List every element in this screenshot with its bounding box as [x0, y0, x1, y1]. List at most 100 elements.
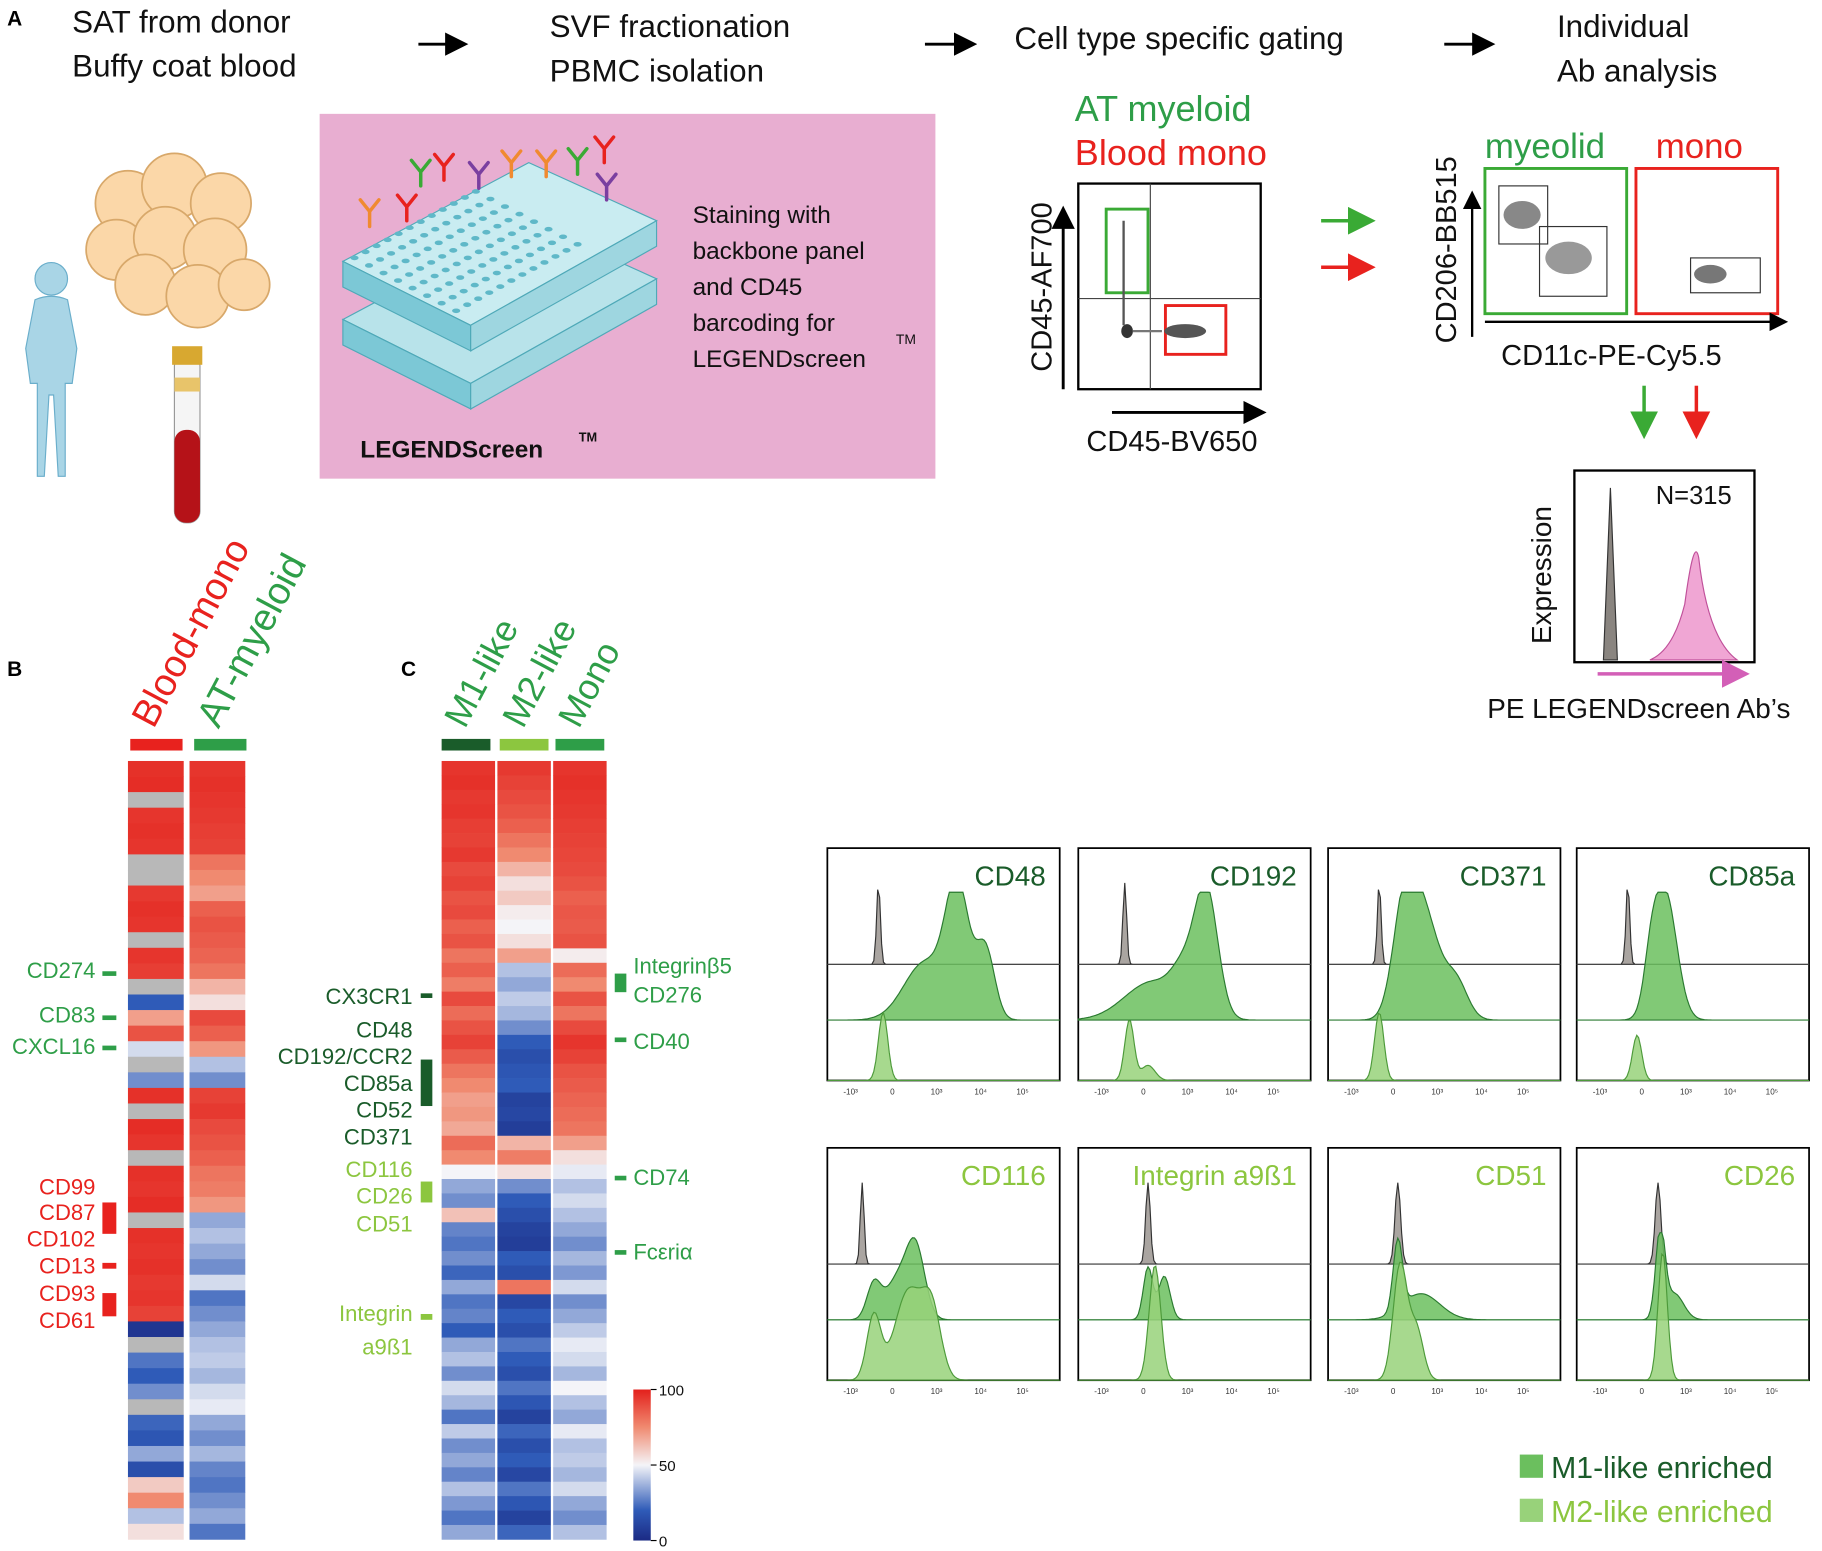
heatmap-cell [189, 1212, 246, 1229]
marker-label: Fcεriα [633, 1239, 693, 1264]
heatmap-cell [497, 1481, 551, 1497]
well [379, 270, 388, 276]
column-bar [130, 738, 183, 751]
well [434, 287, 443, 292]
histogram-curve [1328, 1236, 1561, 1321]
antibodies [358, 135, 618, 229]
heatmap-cell [189, 1119, 246, 1135]
axis-tick-label: 0 [1141, 1387, 1146, 1396]
heatmap-cell [553, 890, 607, 906]
axis-tick-label: 0 [1640, 1387, 1645, 1396]
histogram-curve [827, 891, 1060, 1021]
heatmap-cell [553, 1193, 607, 1209]
heatmap-cell [497, 919, 551, 935]
step-label: Buffy coat blood [72, 49, 296, 84]
panel-title: CD371 [1460, 860, 1547, 891]
heatmap-cell [553, 789, 607, 805]
well [478, 216, 487, 221]
well [503, 264, 512, 270]
heatmap-cell [127, 1492, 184, 1509]
heatmap-cell [127, 963, 184, 980]
axis-tick-label: 10⁵ [1016, 1087, 1028, 1096]
label-tick [420, 1313, 433, 1320]
heatmap-cell [189, 1352, 246, 1369]
axis-tick-label: -10³ [1094, 1087, 1109, 1096]
gate-label: mono [1656, 127, 1743, 166]
heatmap-cell [497, 789, 551, 805]
well [470, 282, 479, 288]
staining-text: barcoding for [693, 310, 835, 337]
staining-text: LEGENDscreen [693, 346, 866, 373]
heatmap-cell [497, 1078, 551, 1093]
heatmap-cell [553, 1265, 607, 1281]
heatmap-cell [189, 854, 246, 871]
axis-tick-label: 10⁴ [1225, 1387, 1238, 1396]
axis-label: PE LEGENDscreen Ab’s [1487, 693, 1790, 724]
heatmap-cell [497, 1121, 551, 1137]
gate [1483, 167, 1629, 316]
axis-tick-label: 0 [1391, 1087, 1396, 1096]
label-tick [102, 1045, 117, 1051]
heatmap-cell [127, 1103, 184, 1120]
heatmap-cell [127, 1243, 184, 1260]
heatmap-cell [189, 1414, 246, 1431]
heatmap-cell [189, 1056, 246, 1073]
heatmap-cell [553, 1006, 607, 1021]
heatmap-cell [553, 775, 607, 791]
heatmap-cell [189, 807, 246, 824]
heatmap-cell [189, 901, 246, 918]
well [430, 273, 439, 279]
well [573, 242, 582, 247]
adipocytes [85, 152, 271, 329]
heatmap-cell [497, 833, 551, 848]
heatmap-cell [553, 1510, 607, 1526]
marker-label: CD93 [39, 1281, 95, 1306]
legend-label: M1-like enriched [1551, 1452, 1772, 1485]
heatmap-cell [441, 833, 496, 848]
heatmap-cell [189, 1368, 246, 1385]
heatmap-cell [497, 1150, 551, 1165]
axis-tick-label: 10⁴ [1724, 1087, 1737, 1096]
heatmap-cell [441, 847, 496, 863]
heatmap-cell [441, 1006, 496, 1021]
heatmap-cell [441, 1034, 496, 1050]
well [387, 251, 396, 256]
well [551, 254, 560, 259]
marker-label: a9ß1 [362, 1335, 412, 1360]
heatmap-cell [497, 1193, 551, 1209]
heatmap-cell [441, 861, 496, 877]
heatmap-cell [127, 1321, 184, 1338]
heatmap-cell [189, 838, 246, 855]
heatmap-cell [553, 847, 607, 863]
heatmap-cell [497, 1236, 551, 1252]
well [529, 266, 538, 271]
axis-tick-label: 10³ [1182, 1387, 1194, 1396]
well [544, 226, 553, 232]
well [489, 210, 498, 215]
heatmap-cell [553, 804, 607, 819]
histogram-curve [1602, 487, 1618, 661]
heatmap-cell [441, 1424, 496, 1439]
heatmap-cell [497, 876, 551, 892]
axis-tick-label: 10⁴ [1475, 1387, 1488, 1396]
heatmap-cell [189, 1181, 246, 1198]
well [394, 231, 403, 237]
heatmap-cell [189, 1025, 246, 1042]
histogram-curve [1078, 1182, 1311, 1265]
well [486, 196, 495, 202]
heatmap-cell [553, 1164, 607, 1180]
heatmap-cell [127, 932, 184, 949]
well [412, 252, 421, 258]
heatmap-cell [497, 1294, 551, 1310]
well [518, 272, 527, 277]
heatmap-cell [127, 1228, 184, 1244]
axis-tick-label: 10³ [1680, 1087, 1692, 1096]
well [445, 281, 454, 286]
well [496, 284, 505, 289]
heatmap-cell [553, 1207, 607, 1223]
heatmap-cell [127, 1119, 184, 1135]
heatmap-cell [497, 1337, 551, 1353]
heatmap-cell [441, 818, 496, 834]
gate [1104, 207, 1150, 295]
heatmap-cell [497, 1279, 551, 1295]
